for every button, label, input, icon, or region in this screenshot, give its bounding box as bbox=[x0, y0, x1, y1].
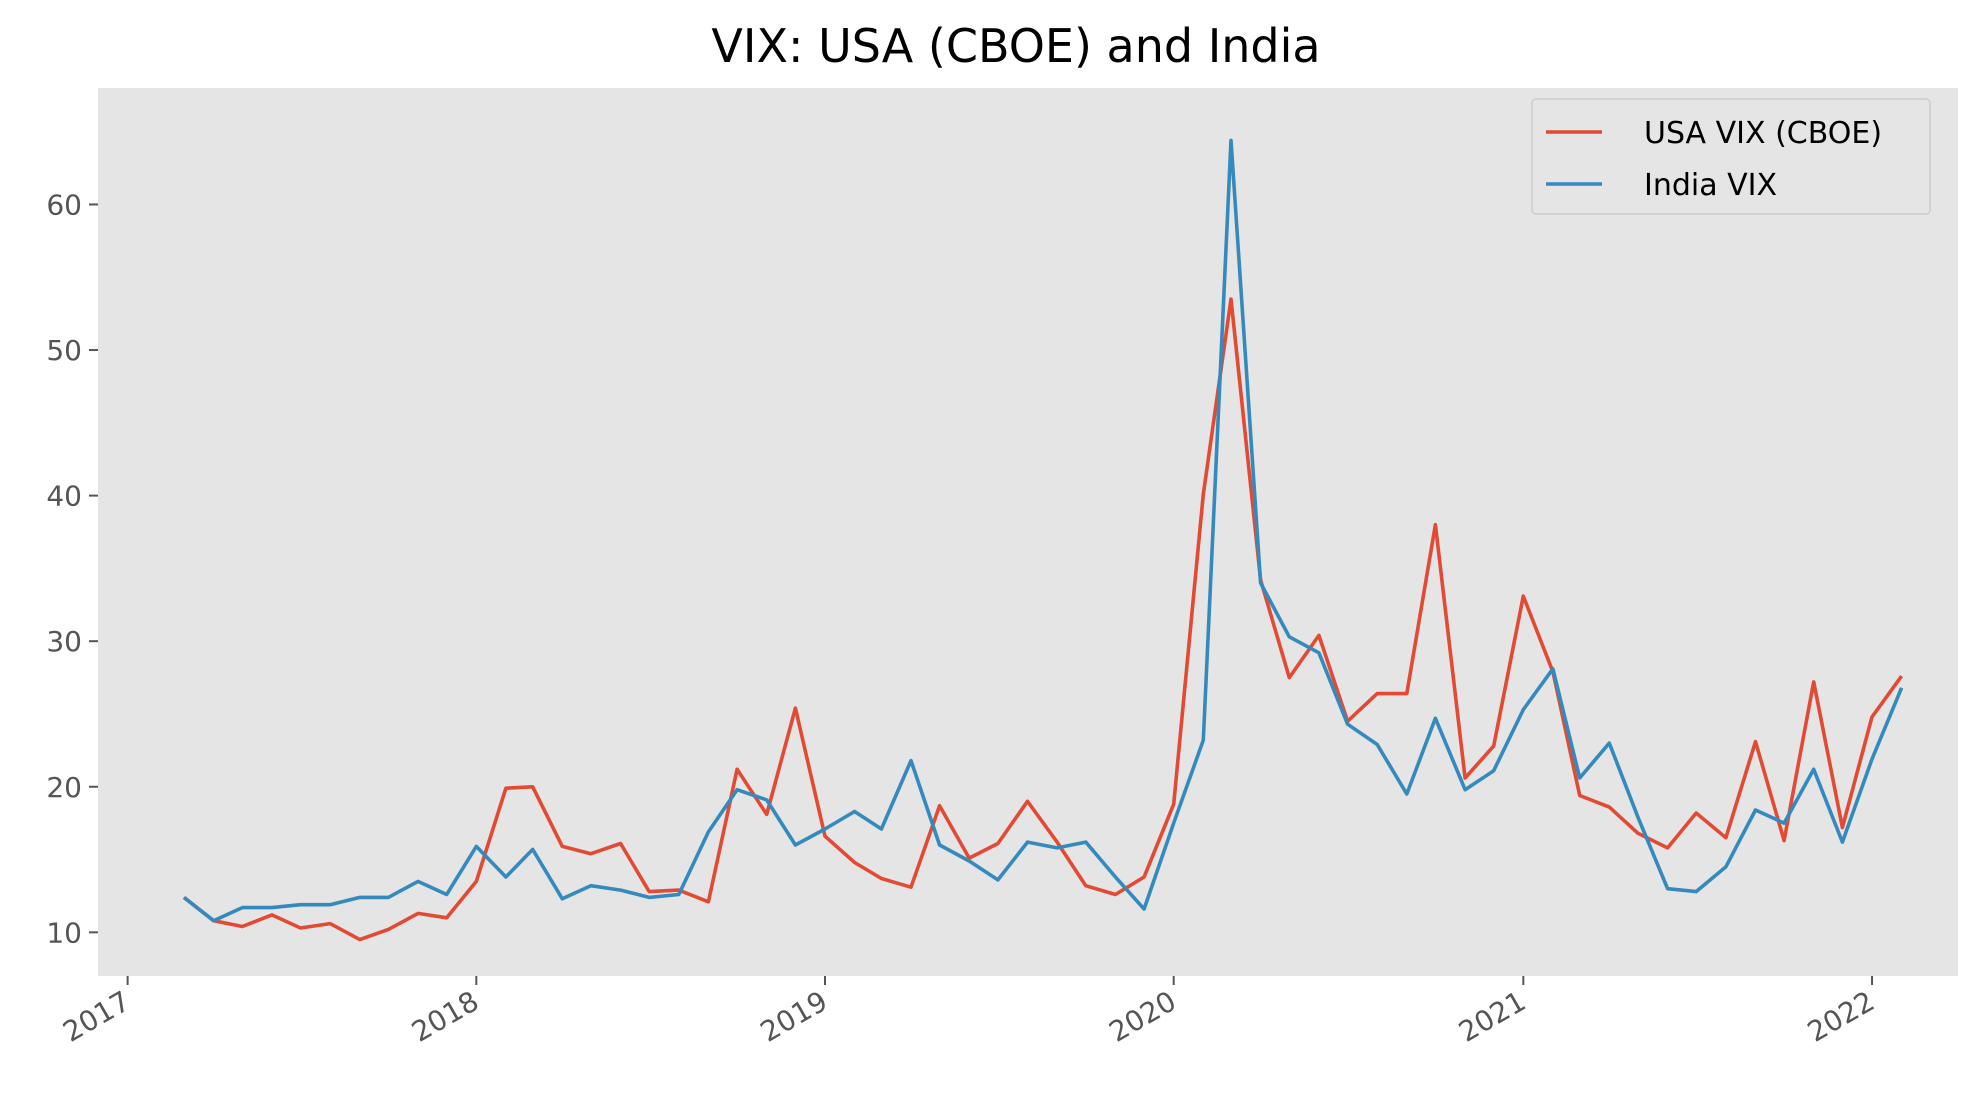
legend-box bbox=[1531, 98, 1931, 215]
series-layer bbox=[182, 138, 1904, 942]
y-tick-label: 50 bbox=[46, 334, 82, 367]
x-tick-label: 2019 bbox=[755, 984, 833, 1048]
y-tick-label: 60 bbox=[46, 188, 82, 221]
y-tick-label: 10 bbox=[46, 916, 82, 949]
y-tick-label: 20 bbox=[46, 771, 82, 804]
series-line-usa-vix bbox=[182, 297, 1904, 942]
legend-label: India VIX bbox=[1644, 168, 1777, 203]
x-tick-label: 2021 bbox=[1453, 984, 1531, 1048]
chart-title: VIX: USA (CBOE) and India bbox=[711, 19, 1320, 73]
x-axis: 2017 2018 2019 2020 2021 2022 bbox=[57, 976, 1880, 1049]
y-tick-label: 30 bbox=[46, 625, 82, 658]
y-axis: 10 20 30 40 50 60 bbox=[46, 188, 98, 949]
series-line-india-vix bbox=[182, 138, 1904, 923]
y-tick-label: 40 bbox=[46, 480, 82, 513]
legend: USA VIX (CBOE) India VIX bbox=[1531, 98, 1931, 215]
x-tick-label: 2020 bbox=[1104, 984, 1182, 1048]
x-tick-label: 2017 bbox=[57, 984, 135, 1048]
legend-label: USA VIX (CBOE) bbox=[1644, 116, 1882, 151]
plot-area bbox=[98, 88, 1958, 976]
x-tick-label: 2022 bbox=[1802, 984, 1880, 1048]
x-tick-label: 2018 bbox=[406, 984, 484, 1048]
